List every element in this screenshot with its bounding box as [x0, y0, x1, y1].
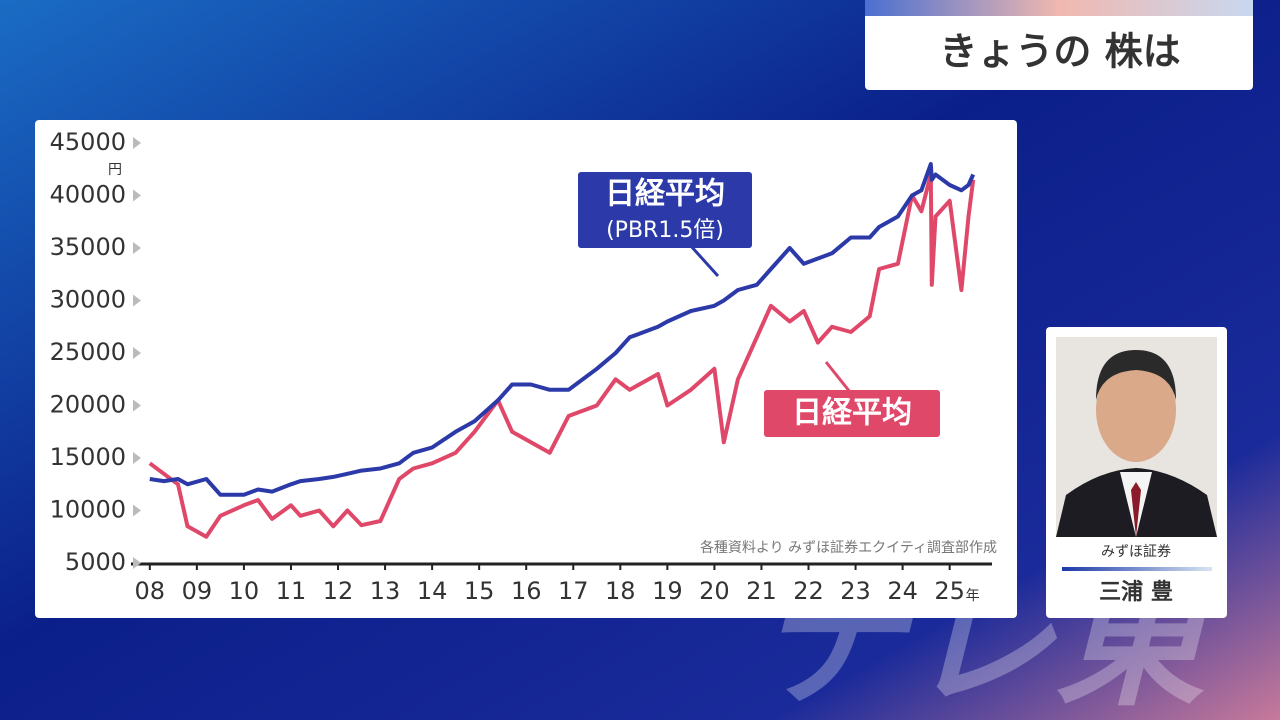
x-tick-label: 24	[887, 577, 918, 605]
series-label-box	[764, 390, 940, 437]
x-tick-label: 14	[417, 577, 448, 605]
person-name: 三浦 豊	[1099, 579, 1173, 605]
y-tick-mark	[133, 189, 141, 202]
label-pointer	[688, 243, 720, 278]
y-tick-mark	[133, 452, 141, 464]
series-label-note: (PBR1.5倍)	[606, 218, 724, 243]
y-tick-mark	[133, 557, 141, 569]
x-tick-label: 23	[840, 577, 871, 605]
x-tick-label: 22	[793, 577, 824, 605]
header-box	[865, 0, 1253, 90]
x-tick-label: 13	[370, 577, 401, 605]
x-tick-label: 20	[699, 577, 730, 605]
x-tick-label: 11	[276, 577, 307, 605]
y-tick-mark	[133, 294, 141, 307]
x-tick-label: 16	[511, 577, 542, 605]
x-tick-label: 10	[229, 577, 260, 605]
x-tick-label: 21	[746, 577, 777, 605]
series-line	[149, 162, 976, 497]
y-tick-label: 45000	[50, 128, 126, 156]
x-tick-label: 08	[135, 577, 166, 605]
x-tick-label: 17	[558, 577, 589, 605]
y-tick-mark	[133, 347, 141, 359]
y-tick-mark	[133, 137, 141, 149]
y-tick-label: 35000	[50, 233, 126, 261]
y-tick-label: 20000	[50, 391, 126, 419]
x-tick-label: 18	[605, 577, 636, 605]
source-note: 各種資料より みずほ証券エクイティ調査部作成	[700, 540, 997, 556]
y-tick-label: 15000	[50, 443, 126, 471]
person-photo	[1056, 337, 1217, 537]
x-unit: 年	[966, 588, 980, 604]
chart: 5000 10000 15000 20000 25000 30000 35000 40000 4…	[50, 128, 997, 605]
label-pointer	[824, 361, 852, 393]
person-divider	[1062, 567, 1212, 571]
header-title: きょうの 株は	[939, 30, 1180, 74]
y-tick-mark	[133, 504, 141, 517]
series-label-box	[578, 172, 752, 248]
person-company: みずほ証券	[1101, 544, 1171, 560]
series-line	[148, 172, 976, 539]
series-label: 日経平均	[792, 396, 912, 431]
header-strip	[865, 0, 1253, 16]
y-tick-label: 30000	[50, 286, 126, 314]
y-unit: 円	[108, 162, 122, 178]
y-tick-mark	[133, 242, 141, 254]
y-tick-mark	[133, 399, 141, 412]
x-tick-label: 09	[182, 577, 213, 605]
series-label: 日経平均	[605, 177, 725, 212]
chart-card	[35, 120, 1017, 618]
x-tick-label: 15	[464, 577, 495, 605]
x-tick-label: 19	[652, 577, 683, 605]
y-tick-label: 10000	[50, 496, 126, 524]
y-tick-label: 25000	[50, 338, 126, 366]
x-tick-label: 12	[323, 577, 354, 605]
y-tick-label: 5000	[65, 548, 126, 576]
x-tick-label: 25	[934, 577, 965, 605]
y-tick-label: 40000	[50, 181, 126, 209]
